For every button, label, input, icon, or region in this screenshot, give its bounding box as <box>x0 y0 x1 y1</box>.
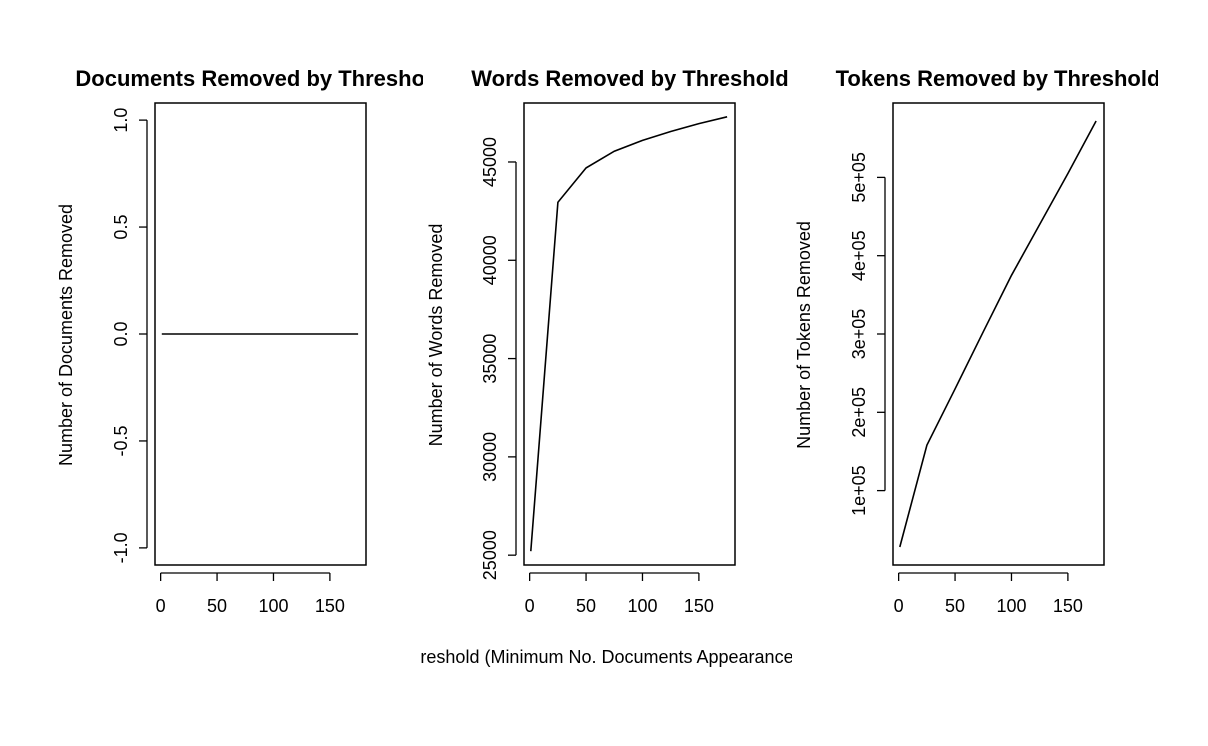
x-tick-label: 0 <box>894 596 904 616</box>
panel-words: Words Removed by Threshold Number of Wor… <box>426 66 789 616</box>
x-tick-label: 0 <box>156 596 166 616</box>
chart-title: Words Removed by Threshold <box>471 66 788 91</box>
y-tick-label: 0.5 <box>111 215 131 240</box>
y-tick-label: 4e+05 <box>849 230 869 281</box>
y-axis: 25000 30000 35000 40000 45000 <box>480 137 517 580</box>
x-tick-label: 150 <box>1053 596 1083 616</box>
panel-documents: Documents Removed by Threshold Number of… <box>56 66 444 616</box>
y-tick-label: 1.0 <box>111 108 131 133</box>
y-axis-label: Number of Words Removed <box>426 224 446 447</box>
y-tick-label: 40000 <box>480 235 500 285</box>
y-tick-label: 35000 <box>480 334 500 384</box>
plot-frame <box>892 102 1105 566</box>
x-tick-label: 0 <box>525 596 535 616</box>
x-axis: 0 50 100 150 <box>894 572 1083 616</box>
y-axis: 1e+05 2e+05 3e+05 4e+05 5e+05 <box>849 152 886 516</box>
x-tick-label: 50 <box>945 596 965 616</box>
panel-tokens: Tokens Removed by Threshold Number of To… <box>794 66 1161 616</box>
series-line <box>530 116 728 552</box>
y-tick-label: 3e+05 <box>849 309 869 360</box>
y-axis-label: Number of Documents Removed <box>56 204 76 466</box>
x-axis: 0 50 100 150 <box>525 572 714 616</box>
y-tick-label: 25000 <box>480 530 500 580</box>
chart-title: Documents Removed by Threshold <box>75 66 444 91</box>
y-tick-label: 0.0 <box>111 321 131 346</box>
series <box>530 116 728 552</box>
x-tick-label: 100 <box>258 596 288 616</box>
y-tick-label: 1e+05 <box>849 465 869 516</box>
y-axis-label: Number of Tokens Removed <box>794 221 814 449</box>
series-line <box>899 120 1097 548</box>
y-tick-label: 5e+05 <box>849 152 869 203</box>
x-tick-label: 50 <box>576 596 596 616</box>
x-tick-label: 150 <box>315 596 345 616</box>
plot-frame <box>523 102 736 566</box>
shared-x-axis-label: Threshold (Minimum No. Documents Appeara… <box>399 647 808 667</box>
y-tick-label: -0.5 <box>111 425 131 456</box>
plot-frame <box>154 102 367 566</box>
y-tick-label: 45000 <box>480 137 500 187</box>
x-tick-label: 50 <box>207 596 227 616</box>
y-tick-label: 2e+05 <box>849 387 869 438</box>
series <box>899 120 1097 548</box>
x-axis: 0 50 100 150 <box>156 572 345 616</box>
x-tick-label: 100 <box>627 596 657 616</box>
x-tick-label: 100 <box>996 596 1026 616</box>
chart-title: Tokens Removed by Threshold <box>836 66 1161 91</box>
x-tick-label: 150 <box>684 596 714 616</box>
y-tick-label: 30000 <box>480 432 500 482</box>
y-tick-label: -1.0 <box>111 532 131 563</box>
y-axis: -1.0 -0.5 0.0 0.5 1.0 <box>111 108 148 563</box>
